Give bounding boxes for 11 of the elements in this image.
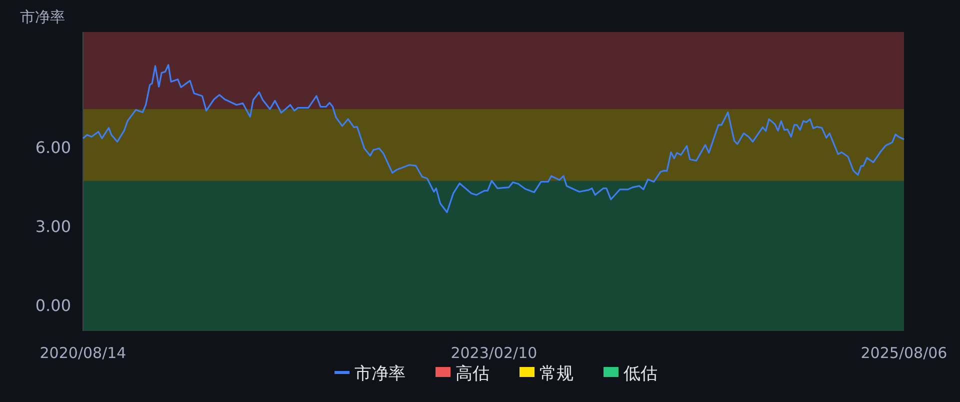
legend-label: 高估: [456, 364, 490, 384]
y-tick-label: 6.00: [35, 138, 71, 158]
x-tick-label: 2020/08/14: [40, 344, 126, 362]
y-tick-label: 0.00: [35, 296, 71, 315]
legend-label: 常规: [540, 364, 574, 384]
y-axis-title: 市净率: [20, 8, 65, 26]
legend-label: 低估: [624, 364, 658, 384]
legend-label: 市净率: [354, 364, 406, 384]
x-tick-label: 2023/02/10: [450, 344, 538, 362]
x-tick-label: 2025/08/06: [860, 344, 948, 362]
y-tick-label: 3.00: [35, 216, 71, 236]
